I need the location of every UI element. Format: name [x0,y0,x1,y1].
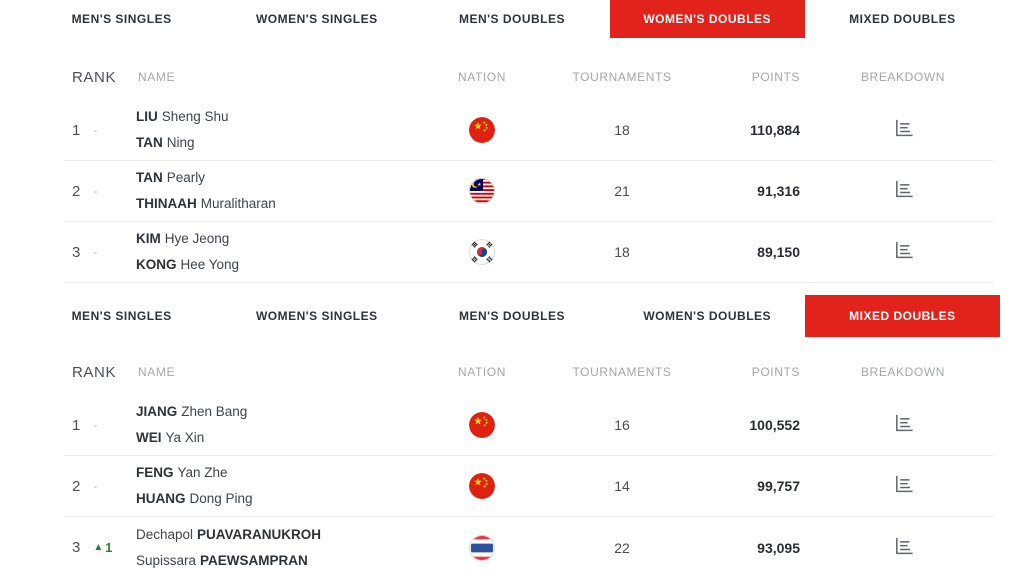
table-row: 3 - KIM Hye Jeong KONG Hee Yong 18 89,150 [64,222,994,283]
header-tournaments: TOURNAMENTS [572,70,672,84]
breakdown-icon[interactable] [893,117,914,138]
tournaments-value: 16 [614,417,630,433]
table-row: 1 - LIU Sheng Shu TAN Ning 18 110,884 [64,100,994,161]
tab-womens-doubles[interactable]: WOMEN'S DOUBLES [643,309,772,323]
rank-change: - [93,245,98,259]
header-nation: NATION [457,70,507,84]
breakdown-icon[interactable] [893,535,914,556]
table-row: 2 - FENG Yan Zhe HUANG Dong Ping 14 99,757 [64,456,994,517]
header-points: POINTS [751,365,800,379]
rank-value: 2 [72,182,81,200]
rank-change: ▲ 1 [93,540,113,555]
header-breakdown: BREAKDOWN [860,70,946,84]
breakdown-icon[interactable] [893,412,914,433]
header-tournaments: TOURNAMENTS [572,365,672,379]
points-value: 89,150 [757,244,800,260]
header-name: NAME [138,365,176,379]
ranking-tabs: MEN'S SINGLES WOMEN'S SINGLES MEN'S DOUB… [24,295,1000,337]
mixed-doubles-section: MEN'S SINGLES WOMEN'S SINGLES MEN'S DOUB… [0,295,1024,576]
table-row: 3 ▲ 1 Dechapol PUAVARANUKROH Supissara PAEW… [64,517,994,576]
breakdown-icon[interactable] [893,178,914,199]
table-header: RANK NAME NATION TOURNAMENTS POINTS BREA… [64,349,994,395]
tournaments-value: 22 [614,539,630,556]
womens-doubles-table: RANK NAME NATION TOURNAMENTS POINTS BREA… [0,54,1024,283]
rank-change: - [93,184,98,198]
tournaments-value: 18 [614,122,630,138]
header-rank: RANK [72,363,117,381]
rank-value: 3 [72,539,81,556]
tab-mens-singles[interactable]: MEN'S SINGLES [71,12,172,26]
header-name: NAME [138,70,176,84]
ranking-tabs: MEN'S SINGLES WOMEN'S SINGLES MEN'S DOUB… [24,0,1000,38]
player-names[interactable]: JIANG Zhen Bang WEI Ya Xin [136,404,248,445]
tab-mens-singles[interactable]: MEN'S SINGLES [71,309,172,323]
player-names[interactable]: FENG Yan Zhe HUANG Dong Ping [136,465,253,506]
tab-mens-doubles[interactable]: MEN'S DOUBLES [458,309,565,323]
points-value: 100,552 [749,417,800,433]
tab-mixed-doubles[interactable]: MIXED DOUBLES [849,12,956,26]
points-value: 99,757 [757,478,800,494]
table-row: 1 - JIANG Zhen Bang WEI Ya Xin 16 100,552 [64,395,994,456]
header-breakdown: BREAKDOWN [860,365,946,379]
rank-change: - [93,418,98,432]
player-names[interactable]: Dechapol PUAVARANUKROH Supissara PAEWSAMPR… [136,526,322,568]
rank-value: 3 [72,243,81,261]
player-names[interactable]: LIU Sheng Shu TAN Ning [136,109,229,150]
header-points: POINTS [751,70,800,84]
tournaments-value: 21 [614,183,630,199]
mixed-doubles-table: RANK NAME NATION TOURNAMENTS POINTS BREA… [0,349,1024,576]
breakdown-icon[interactable] [893,473,914,494]
tab-mens-doubles[interactable]: MEN'S DOUBLES [458,12,565,26]
tournaments-value: 18 [614,244,630,260]
points-value: 91,316 [757,183,800,199]
flag-thailand-icon [469,534,495,561]
flag-malaysia-icon [469,178,495,204]
header-nation: NATION [457,365,507,379]
rank-value: 2 [72,477,81,495]
rank-change: - [93,123,98,137]
tab-mixed-doubles[interactable]: MIXED DOUBLES [804,295,1000,337]
player-names[interactable]: TAN Pearly THINAAH Muralitharan [136,170,276,211]
points-value: 110,884 [750,122,800,138]
points-value: 93,095 [757,539,800,556]
breakdown-icon[interactable] [893,239,914,260]
rank-change: - [93,479,98,493]
rank-up-icon: ▲ [93,541,104,553]
table-header: RANK NAME NATION TOURNAMENTS POINTS BREA… [64,54,994,100]
rank-value: 1 [72,121,81,139]
tab-womens-doubles[interactable]: WOMEN'S DOUBLES [609,0,805,38]
rank-value: 1 [72,416,81,434]
flag-china-icon [469,117,495,143]
table-row: 2 - TAN Pearly THINAAH Muralitharan 21 91,… [64,161,994,222]
flag-china-icon [469,412,495,438]
player-names[interactable]: KIM Hye Jeong KONG Hee Yong [136,231,240,272]
flag-south-korea-icon [469,239,495,265]
tab-womens-singles[interactable]: WOMEN'S SINGLES [255,309,378,323]
header-rank: RANK [72,68,117,86]
flag-china-icon [469,473,495,499]
womens-doubles-section: MEN'S SINGLES WOMEN'S SINGLES MEN'S DOUB… [0,0,1024,283]
tab-womens-singles[interactable]: WOMEN'S SINGLES [255,12,378,26]
tournaments-value: 14 [614,478,630,494]
